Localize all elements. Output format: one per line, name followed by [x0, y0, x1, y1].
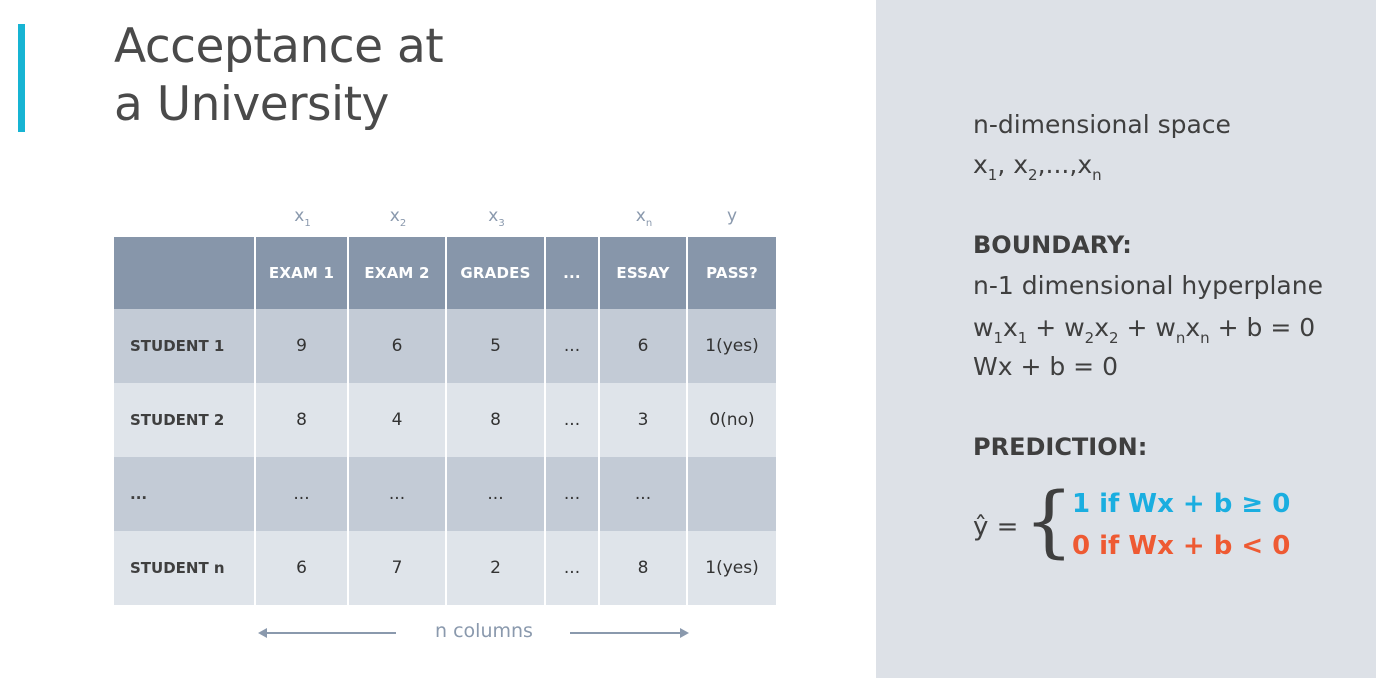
boundary-equation: w1x1 + w2x2 + wnxn + b = 0: [973, 313, 1316, 347]
page-title: Acceptance at a University: [114, 18, 444, 134]
table-cell: 8: [600, 531, 688, 605]
arrow-right-line: [570, 632, 682, 634]
arrow-left-line: [266, 632, 396, 634]
table-row: STUDENT n 6 7 2 ... 8 1(yes): [114, 531, 776, 605]
data-table: EXAM 1 EXAM 2 GRADES ... ESSAY PASS? STU…: [114, 237, 776, 605]
table-cell: 6: [600, 309, 688, 383]
y-hat-label: ŷ =: [973, 512, 1019, 542]
header-cell-exam1: EXAM 1: [256, 237, 349, 309]
variable-labels: x1 x2 x3 xn y: [114, 200, 776, 236]
vector-equation: Wx + b = 0: [973, 352, 1118, 381]
arrow-left-icon: [258, 628, 267, 638]
title-line-2: a University: [114, 77, 389, 132]
table-cell: 9: [256, 309, 349, 383]
var-label-y: y: [726, 206, 738, 226]
header-cell-ellipsis: ...: [546, 237, 600, 309]
table-cell: ...: [600, 457, 688, 531]
header-cell-essay: ESSAY: [600, 237, 688, 309]
table-cell: 8: [256, 383, 349, 457]
space-variables: x1, x2,...,xn: [973, 150, 1102, 184]
table-cell: 4: [349, 383, 447, 457]
boundary-description: n-1 dimensional hyperplane: [973, 271, 1323, 300]
var-label-x3: x3: [488, 206, 505, 229]
table-cell: 7: [349, 531, 447, 605]
row-label: STUDENT 2: [114, 383, 256, 457]
prediction-heading: PREDICTION:: [973, 433, 1148, 461]
row-label: STUDENT n: [114, 531, 256, 605]
prediction-positive-case: 1 if Wx + b ≥ 0: [1072, 489, 1291, 519]
table-cell: 0(no): [709, 410, 755, 430]
n-columns-label: n columns: [435, 620, 533, 642]
table-cell: ...: [349, 457, 447, 531]
table-cell: 1(yes): [705, 336, 759, 356]
prediction-negative-case: 0 if Wx + b < 0: [1072, 531, 1291, 561]
table-cell: 8: [447, 383, 546, 457]
var-label-xn: xn: [635, 206, 653, 229]
table-cell: 1(yes): [705, 558, 759, 578]
var-label-x1: x1: [294, 206, 311, 229]
table-cell: 6: [349, 309, 447, 383]
brace-icon: {: [1024, 477, 1074, 567]
table-cell: 5: [447, 309, 546, 383]
header-cell-empty: [114, 237, 256, 309]
table-cell: ...: [447, 457, 546, 531]
table-cell: [688, 457, 776, 531]
header-cell-grades: GRADES: [447, 237, 546, 309]
n-columns-indicator: n columns: [258, 618, 690, 648]
title-line-1: Acceptance at: [114, 19, 444, 74]
table-cell: 3: [600, 383, 688, 457]
var-label-blank: [546, 200, 600, 236]
table-row: STUDENT 2 8 4 8 ... 3 0(no): [114, 383, 776, 457]
table-cell: ...: [546, 309, 600, 383]
table-cell: ...: [546, 457, 600, 531]
explanation-panel: n-dimensional space x1, x2,...,xn BOUNDA…: [876, 0, 1376, 678]
table-cell: ...: [546, 383, 600, 457]
accent-bar: [18, 24, 25, 132]
header-cell-exam2: EXAM 2: [349, 237, 447, 309]
table-cell: ...: [546, 531, 600, 605]
boundary-heading: BOUNDARY:: [973, 231, 1132, 259]
table-row: STUDENT 1 9 6 5 ... 6 1(yes): [114, 309, 776, 383]
header-cell-pass: PASS?: [706, 264, 758, 282]
table-cell: ...: [256, 457, 349, 531]
table-cell: 6: [256, 531, 349, 605]
var-label-x2: x2: [389, 206, 407, 229]
space-title: n-dimensional space: [973, 110, 1231, 139]
table-row: ... ... ... ... ... ...: [114, 457, 776, 531]
row-label: ...: [114, 457, 256, 531]
table-header-row: EXAM 1 EXAM 2 GRADES ... ESSAY PASS?: [114, 237, 776, 309]
arrow-right-icon: [680, 628, 689, 638]
table-cell: 2: [447, 531, 546, 605]
row-label: STUDENT 1: [114, 309, 256, 383]
